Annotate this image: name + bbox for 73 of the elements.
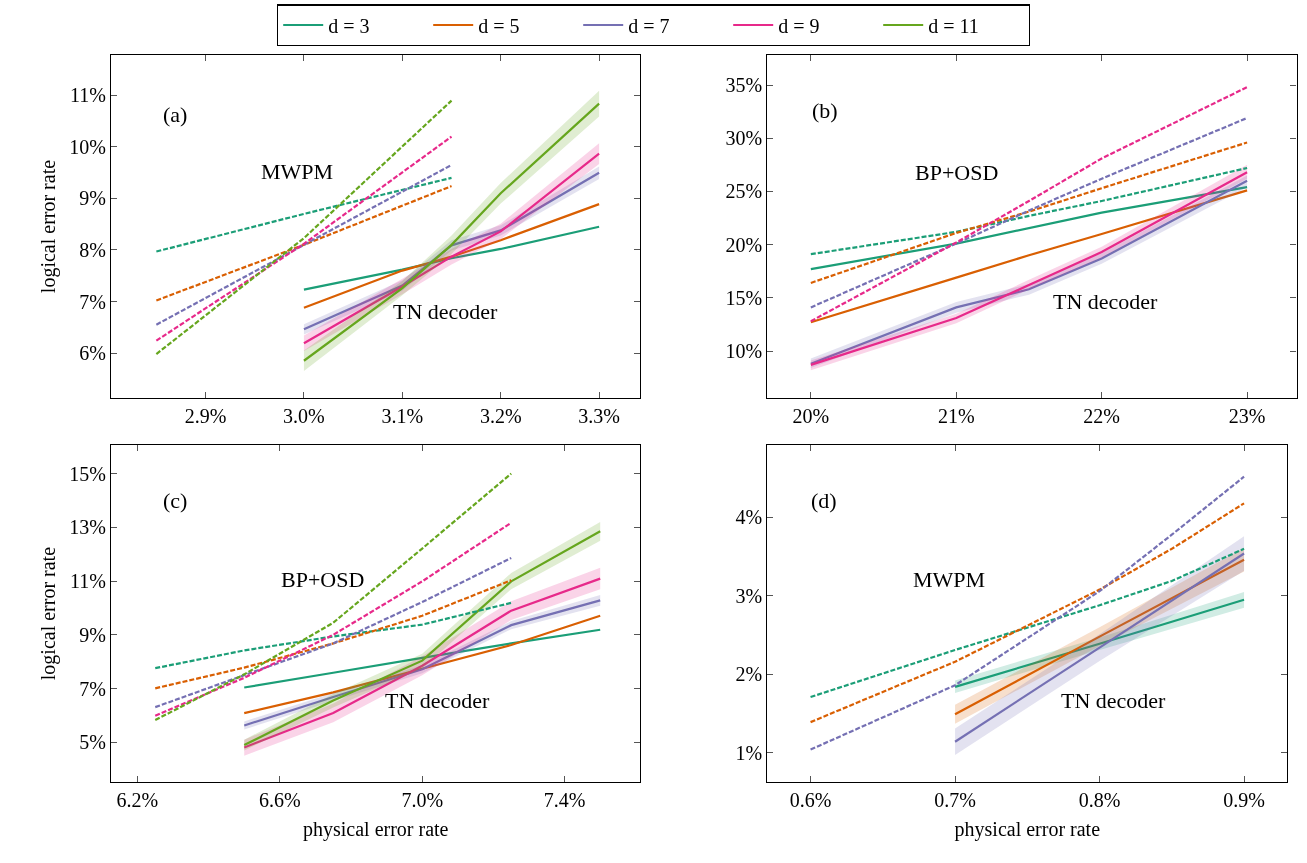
annotation: TN decoder [385,688,491,713]
line-series [809,189,1249,324]
x-tick-label: 3.0% [283,404,325,427]
annotation: TN decoder [1061,688,1167,713]
line-series [154,521,513,717]
y-tick-label: 35% [725,74,763,97]
x-tick-label: 20% [792,404,830,427]
y-tick-label: 6% [79,342,106,365]
x-tick-label: 6.6% [258,788,301,811]
line-series [243,614,602,715]
y-axis-title: logical error rate [36,546,60,681]
y-tick-label: 10% [69,135,106,158]
x-tick-label: 23% [1228,404,1266,427]
y-tick-label: 7% [79,290,106,313]
line-series [302,225,601,291]
x-axis-title: physical error rate [303,818,449,842]
y-tick-label: 13% [69,516,106,539]
line-series [154,556,513,709]
y-tick-label: 20% [725,233,763,256]
annotation: (d) [811,488,837,513]
annotation: BP+OSD [281,567,365,592]
y-tick-label: 25% [725,180,763,203]
y-tick-label: 3% [735,584,763,607]
y-tick-label: 11% [70,84,106,107]
annotation: MWPM [913,567,986,592]
y-tick-label: 9% [79,623,106,646]
line-series [809,86,1249,323]
x-tick-label: 2.9% [184,404,227,427]
annotation: MWPM [261,159,334,184]
legend-label: d = 7 [628,14,670,37]
annotation: (c) [163,488,188,513]
x-tick-label: 0.6% [789,788,832,811]
x-tick-label: 7.4% [543,788,586,811]
y-tick-label: 8% [79,238,106,261]
legend-label: d = 9 [778,14,820,37]
line-series [154,601,513,670]
x-tick-label: 0.8% [1078,788,1121,811]
y-tick-label: 7% [79,677,106,700]
legend-label: d = 11 [928,14,979,37]
legend-label: d = 5 [478,14,520,37]
y-tick-label: 15% [69,462,106,485]
line-series [809,475,1246,751]
legend-label: d = 3 [328,14,370,37]
x-tick-label: 0.7% [934,788,976,811]
y-tick-label: 5% [79,731,106,754]
annotation: (a) [163,102,188,127]
line-series [809,141,1249,285]
annotation: TN decoder [1053,289,1159,314]
y-tick-label: 2% [735,663,763,686]
y-tick-label: 11% [70,570,106,593]
x-tick-label: 22% [1083,404,1121,427]
line-series [243,628,602,689]
annotation: (b) [812,98,838,123]
y-tick-label: 15% [725,286,763,309]
y-axis-title: logical error rate [36,159,60,294]
y-tick-label: 10% [725,340,763,363]
x-tick-label: 0.9% [1223,788,1265,811]
annotation: BP+OSD [915,160,999,185]
x-tick-label: 21% [937,404,975,427]
x-tick-label: 3.2% [479,404,522,427]
annotation: TN decoder [393,299,499,324]
y-tick-label: 1% [735,741,763,764]
y-tick-label: 4% [735,506,763,529]
y-tick-label: 30% [725,127,763,150]
x-tick-label: 3.1% [381,404,424,427]
line-series [809,186,1249,271]
x-tick-label: 3.3% [578,404,620,427]
y-tick-label: 9% [79,187,106,210]
line-series [154,472,513,722]
x-axis-title: physical error rate [954,818,1101,842]
line-series [809,166,1249,256]
x-tick-label: 6.2% [116,788,159,811]
x-tick-label: 7.0% [401,788,444,811]
